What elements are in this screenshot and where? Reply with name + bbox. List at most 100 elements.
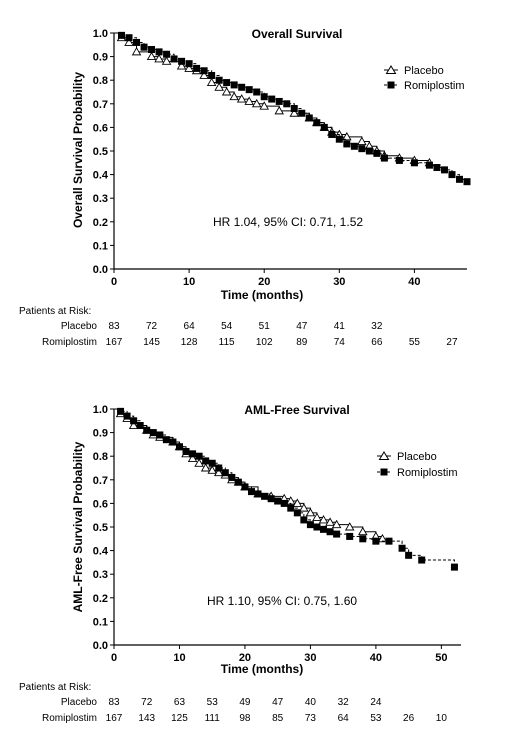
data-point-romiplostim [123, 412, 131, 420]
aml-free-survival-chart: AML-Free Survival Time (months) AML-Free… [19, 403, 461, 724]
at-risk-value: 47 [272, 697, 284, 708]
data-point-romiplostim [358, 145, 366, 153]
data-point-placebo [251, 98, 262, 108]
romiplostim-legend-marker [380, 468, 388, 476]
data-point-romiplostim [228, 473, 236, 481]
y-tick-label: 0.9 [93, 428, 108, 440]
legend: Placebo Romiplostim [377, 451, 458, 479]
data-point-romiplostim [380, 154, 388, 162]
at-risk-value: 89 [296, 337, 308, 348]
data-point-romiplostim [247, 488, 255, 496]
y-tick-label: 1.0 [93, 404, 108, 416]
data-point-romiplostim [405, 551, 413, 559]
data-point-placebo [161, 56, 172, 65]
data-point-romiplostim [395, 156, 403, 164]
data-point-placebo [377, 533, 388, 543]
data-point-romiplostim [193, 64, 201, 72]
y-tick-label: 0.0 [93, 264, 108, 276]
data-point-romiplostim [208, 459, 216, 467]
at-risk-value: 41 [334, 321, 346, 332]
at-risk-value: 53 [370, 713, 382, 724]
data-point-romiplostim [170, 55, 178, 63]
at-risk-value: 26 [403, 713, 415, 724]
data-point-romiplostim [245, 86, 253, 94]
data-point-placebo [305, 507, 316, 517]
data-point-romiplostim [163, 50, 171, 58]
y-tick-label: 0.3 [93, 193, 108, 205]
at-risk-value: 143 [138, 713, 155, 724]
data-point-placebo [331, 519, 342, 529]
y-tick-label: 0.3 [93, 569, 108, 581]
y-tick-label: 0.7 [93, 99, 108, 111]
series-line-romiplostim [114, 408, 455, 568]
y-tick-label: 0.2 [93, 593, 108, 605]
at-risk-table: Patients at Risk: Placebo Romiplostim 83… [19, 682, 447, 724]
data-point-placebo [344, 522, 355, 531]
data-point-romiplostim [290, 105, 298, 113]
data-point-romiplostim [335, 135, 343, 143]
data-point-romiplostim [195, 452, 203, 460]
y-tick-label: 0.7 [93, 475, 108, 487]
data-point-placebo [206, 77, 217, 87]
data-point-romiplostim [182, 447, 190, 455]
at-risk-value: 55 [409, 337, 421, 348]
y-tick-label: 0.1 [93, 616, 108, 628]
data-point-romiplostim [350, 142, 358, 150]
at-risk-value: 72 [141, 697, 153, 708]
y-tick-label: 0.2 [93, 217, 108, 229]
x-tick-label: 10 [173, 652, 185, 664]
at-risk-value: 98 [239, 713, 251, 724]
at-risk-header: Patients at Risk: [19, 682, 91, 693]
data-point-romiplostim [133, 38, 141, 46]
data-point-romiplostim [433, 164, 441, 172]
at-risk-value: 32 [371, 321, 383, 332]
at-risk-value: 128 [181, 337, 198, 348]
romiplostim-legend-marker [387, 81, 395, 89]
y-tick-label: 0.8 [93, 75, 108, 87]
data-point-romiplostim [280, 499, 288, 507]
data-point-placebo [154, 54, 164, 63]
at-risk-value: 47 [296, 321, 308, 332]
data-point-romiplostim [268, 95, 276, 103]
data-point-romiplostim [448, 171, 456, 179]
data-point-romiplostim [156, 431, 164, 439]
data-point-romiplostim [365, 147, 373, 155]
data-point-romiplostim [283, 100, 291, 108]
legend-label-placebo: Placebo [397, 451, 437, 463]
data-point-placebo [244, 96, 254, 105]
data-point-romiplostim [333, 530, 341, 538]
data-point-placebo [176, 61, 187, 70]
data-point-romiplostim [223, 79, 231, 87]
at-risk-value: 51 [259, 321, 271, 332]
at-risk-header: Patients at Risk: [19, 306, 91, 317]
data-point-placebo [357, 136, 367, 146]
at-risk-row-label-placebo: Placebo [61, 321, 98, 332]
data-point-romiplostim [238, 83, 246, 91]
at-risk-value: 54 [221, 321, 233, 332]
data-point-romiplostim [136, 422, 144, 430]
data-point-romiplostim [221, 469, 229, 477]
data-point-placebo [124, 37, 134, 46]
data-point-placebo [274, 105, 285, 115]
data-point-placebo [229, 91, 239, 101]
chart-title: AML-Free Survival [244, 403, 349, 417]
data-point-placebo [194, 458, 204, 467]
data-point-romiplostim [230, 81, 238, 89]
data-point-placebo [213, 467, 224, 477]
data-point-romiplostim [385, 537, 393, 545]
x-tick-label: 10 [183, 276, 195, 288]
data-point-placebo [131, 46, 142, 56]
data-point-placebo [318, 515, 329, 524]
at-risk-value: 73 [305, 713, 317, 724]
data-point-romiplostim [298, 109, 306, 117]
data-point-romiplostim [202, 457, 210, 465]
data-point-romiplostim [372, 537, 380, 545]
data-point-romiplostim [185, 60, 193, 68]
data-point-romiplostim [425, 161, 433, 169]
y-axis-title: AML-Free Survival Probability [71, 441, 85, 612]
data-point-placebo [358, 526, 368, 536]
at-risk-value: 53 [207, 697, 219, 708]
data-point-placebo [325, 517, 335, 526]
data-point-romiplostim [343, 140, 351, 148]
